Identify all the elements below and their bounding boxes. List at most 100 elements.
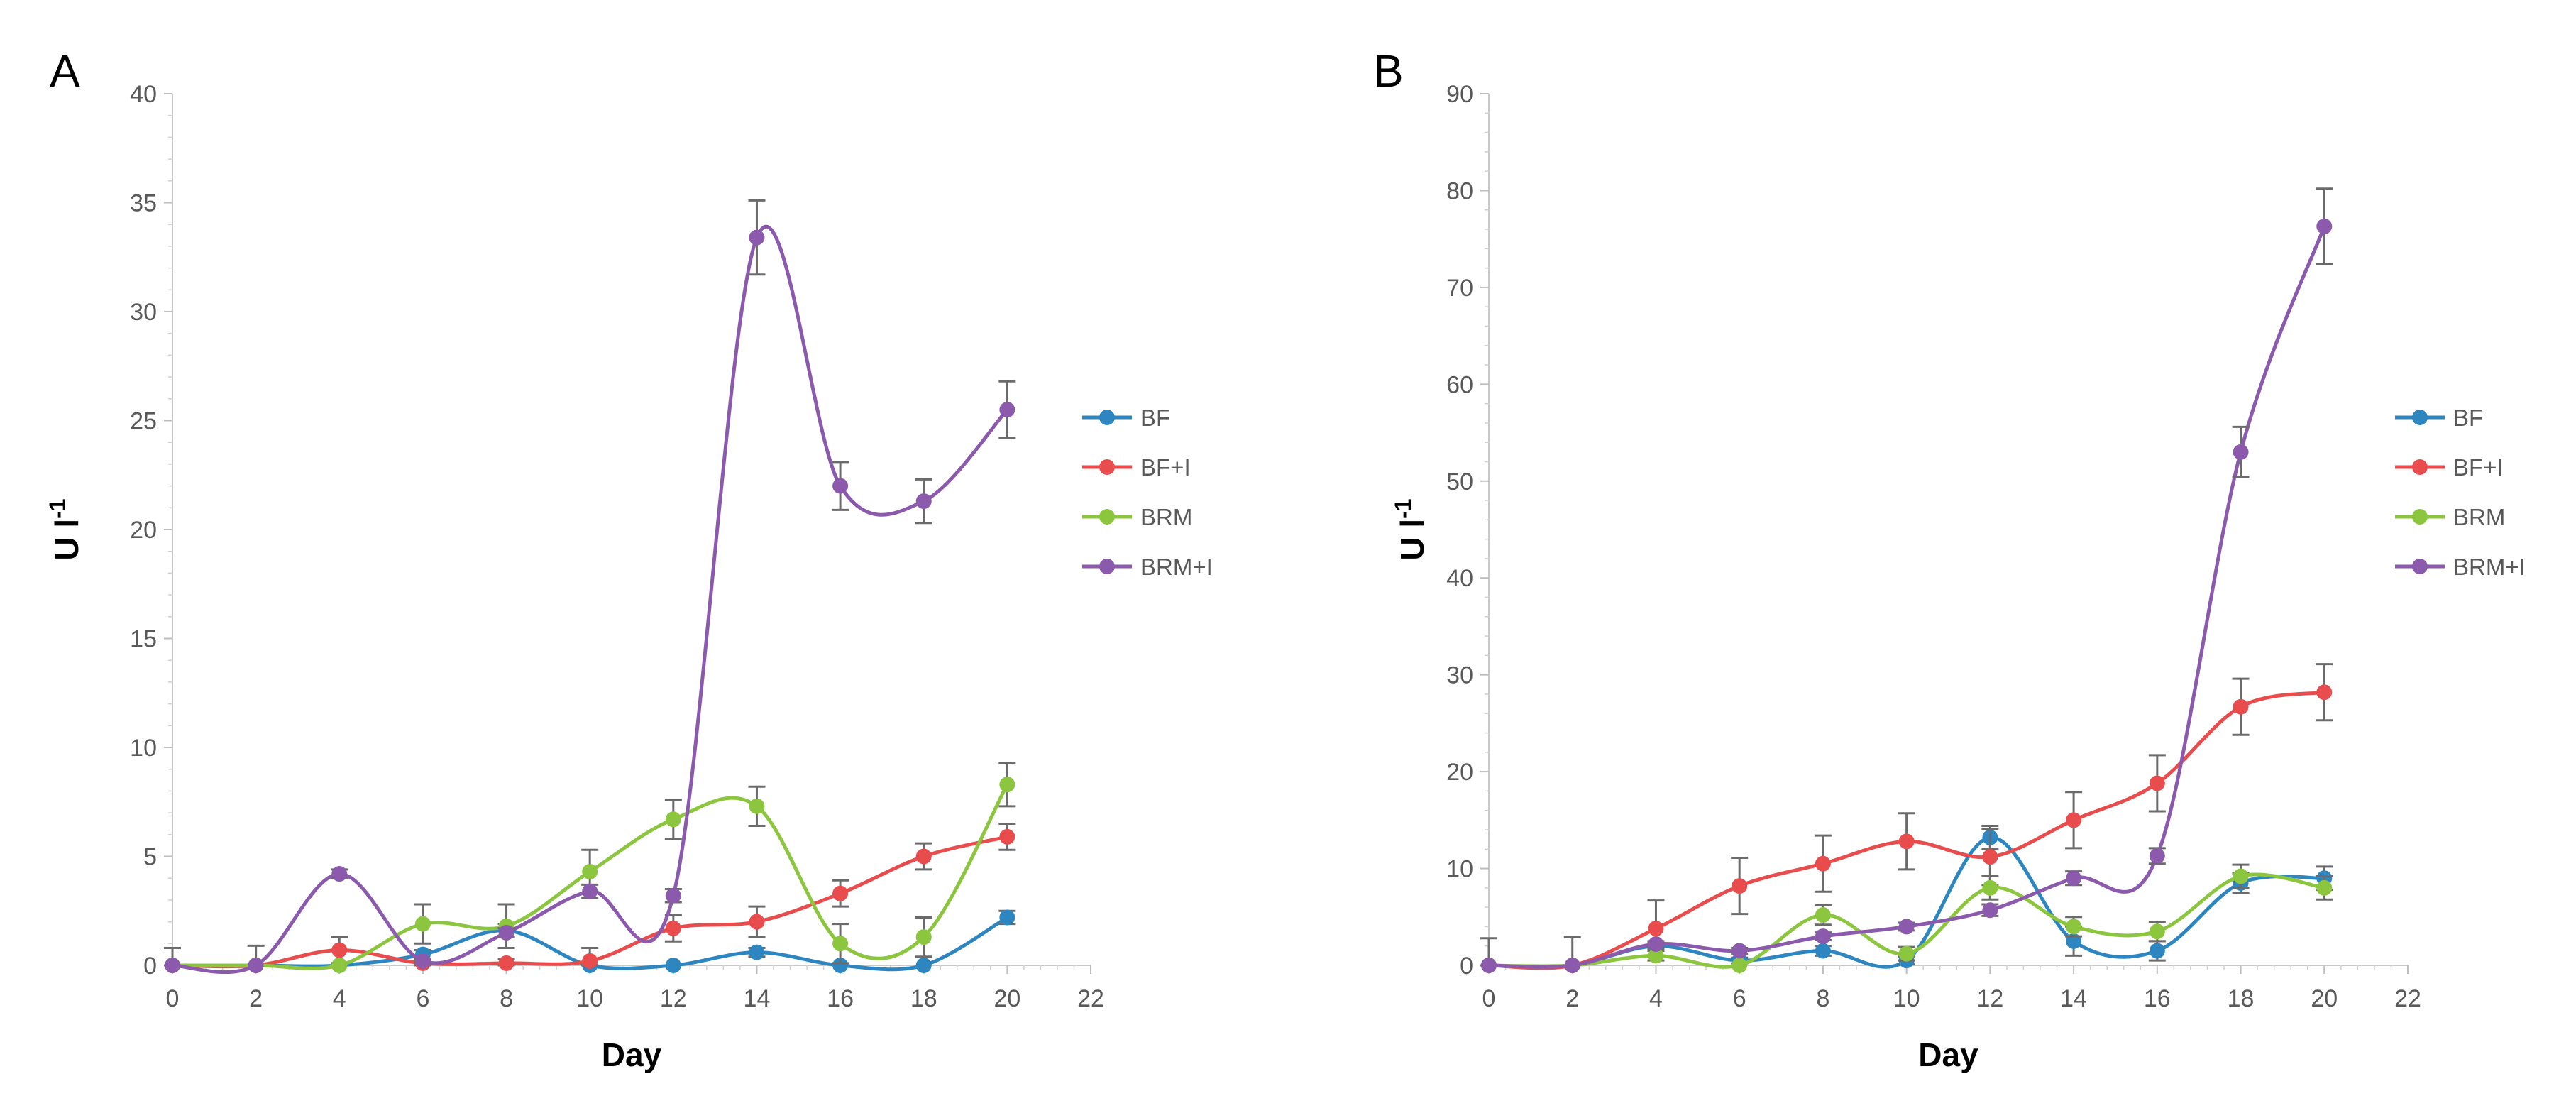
y-axis-title-base: U l xyxy=(48,519,85,561)
x-tick-label: 18 xyxy=(2228,985,2255,1012)
data-point xyxy=(832,936,849,952)
legend-label: BRM+I xyxy=(2453,554,2526,580)
data-point xyxy=(2316,218,2333,234)
x-tick-label: 10 xyxy=(576,985,603,1012)
legend-entry: BF xyxy=(1082,405,1170,431)
series-brm-plus-i xyxy=(165,199,1016,975)
legend-label: BRM xyxy=(2453,504,2505,530)
data-point xyxy=(2233,868,2249,884)
y-tick-label: 25 xyxy=(130,408,157,435)
data-point xyxy=(832,958,849,973)
legend-marker xyxy=(2412,459,2428,475)
data-point xyxy=(749,944,765,960)
data-point xyxy=(165,958,180,973)
x-tick-label: 12 xyxy=(1976,985,2003,1012)
data-point xyxy=(2149,923,2165,940)
data-point xyxy=(832,478,849,494)
y-tick-label: 40 xyxy=(1446,565,1473,592)
y-tick-label: 30 xyxy=(1446,662,1473,689)
chart-panel-b: B 0 10 20 30 40 50 60 70 80 90 0 2 4 6 8 10 12 14 16 18 20 22 D… xyxy=(1373,45,2526,1073)
y-tick-label: 10 xyxy=(1446,856,1473,883)
data-point xyxy=(665,958,681,973)
legend-marker xyxy=(1099,410,1115,425)
data-point xyxy=(1898,945,1915,962)
legend-label: BRM+I xyxy=(1140,554,1213,580)
data-point xyxy=(1982,879,1998,896)
data-point xyxy=(1648,921,1664,937)
data-point xyxy=(1648,936,1664,952)
x-tick-label: 6 xyxy=(416,985,429,1012)
y-tick-label: 70 xyxy=(1446,275,1473,302)
x-tick-label: 0 xyxy=(1482,985,1496,1012)
x-tick-label: 0 xyxy=(166,985,180,1012)
y-axis-title-superscript: -1 xyxy=(1390,498,1416,518)
data-point xyxy=(2066,870,2082,887)
series-brm-plus-i xyxy=(1481,187,2333,973)
legend-entry: BF+I xyxy=(1082,454,1191,481)
legend-entry: BF xyxy=(2395,405,2483,431)
legend-marker xyxy=(1099,559,1115,574)
legend-marker xyxy=(1099,509,1115,525)
chart-panel-a: A 0 5 10 15 20 25 30 35 40 0 2 4 6 8 10 12 14 16 18 20 22 Day U… xyxy=(45,45,1213,1073)
x-tick-label: 10 xyxy=(1893,985,1920,1012)
data-point xyxy=(665,887,681,904)
data-point xyxy=(665,920,681,936)
data-point xyxy=(2149,848,2165,864)
y-tick-label: 0 xyxy=(143,953,157,980)
data-point xyxy=(832,885,849,901)
series-bf-plus-i xyxy=(164,822,1016,973)
data-point xyxy=(1481,958,1497,973)
x-tick-label: 4 xyxy=(333,985,346,1012)
x-tick-label: 14 xyxy=(2060,985,2087,1012)
data-point xyxy=(999,777,1015,793)
data-point xyxy=(1732,958,1748,973)
x-tick-label: 2 xyxy=(1565,985,1579,1012)
y-axis-title: U l-1 xyxy=(1390,498,1431,560)
legend-entry: BRM xyxy=(1082,504,1192,530)
data-point xyxy=(1732,943,1748,959)
data-point xyxy=(1648,948,1664,964)
x-tick-label: 20 xyxy=(2311,985,2338,1012)
data-point xyxy=(915,929,932,945)
legend-marker xyxy=(2412,509,2428,525)
data-point xyxy=(2149,775,2165,791)
legend-label: BF xyxy=(1140,405,1170,431)
y-tick-label: 15 xyxy=(130,626,157,653)
data-point xyxy=(498,924,514,941)
legend-marker xyxy=(2412,410,2428,425)
x-tick-label: 14 xyxy=(744,985,771,1012)
y-tick-label: 20 xyxy=(130,517,157,544)
legend-entry: BRM+I xyxy=(1082,554,1213,580)
legend-label: BF+I xyxy=(2453,454,2504,481)
y-axis-title-superscript: -1 xyxy=(45,498,70,518)
data-point xyxy=(915,958,932,973)
legend-entry: BRM+I xyxy=(2395,554,2526,580)
data-point xyxy=(582,863,598,879)
y-tick-label: 90 xyxy=(1446,81,1473,108)
data-point xyxy=(665,811,681,828)
data-point xyxy=(2316,684,2333,701)
data-point xyxy=(1898,919,1915,935)
y-axis-title-base: U l xyxy=(1394,519,1431,561)
data-point xyxy=(1815,928,1831,945)
data-point xyxy=(1815,907,1831,923)
y-tick-label: 20 xyxy=(1446,759,1473,786)
data-point xyxy=(248,958,264,973)
data-point xyxy=(915,848,932,865)
legend-marker xyxy=(1099,459,1115,475)
legend-label: BRM xyxy=(1140,504,1192,530)
data-point xyxy=(1982,849,1998,865)
x-tick-label: 8 xyxy=(500,985,513,1012)
data-point xyxy=(582,883,598,899)
data-point xyxy=(749,798,765,814)
y-tick-label: 40 xyxy=(130,81,157,108)
data-point xyxy=(999,909,1015,926)
x-tick-label: 22 xyxy=(2394,985,2421,1012)
panel-label: A xyxy=(50,45,80,97)
data-point xyxy=(1564,958,1580,973)
panel-label: B xyxy=(1373,45,1404,97)
y-axis-title: U l-1 xyxy=(45,498,85,560)
x-tick-label: 16 xyxy=(2144,985,2171,1012)
y-tick-label: 10 xyxy=(130,735,157,762)
